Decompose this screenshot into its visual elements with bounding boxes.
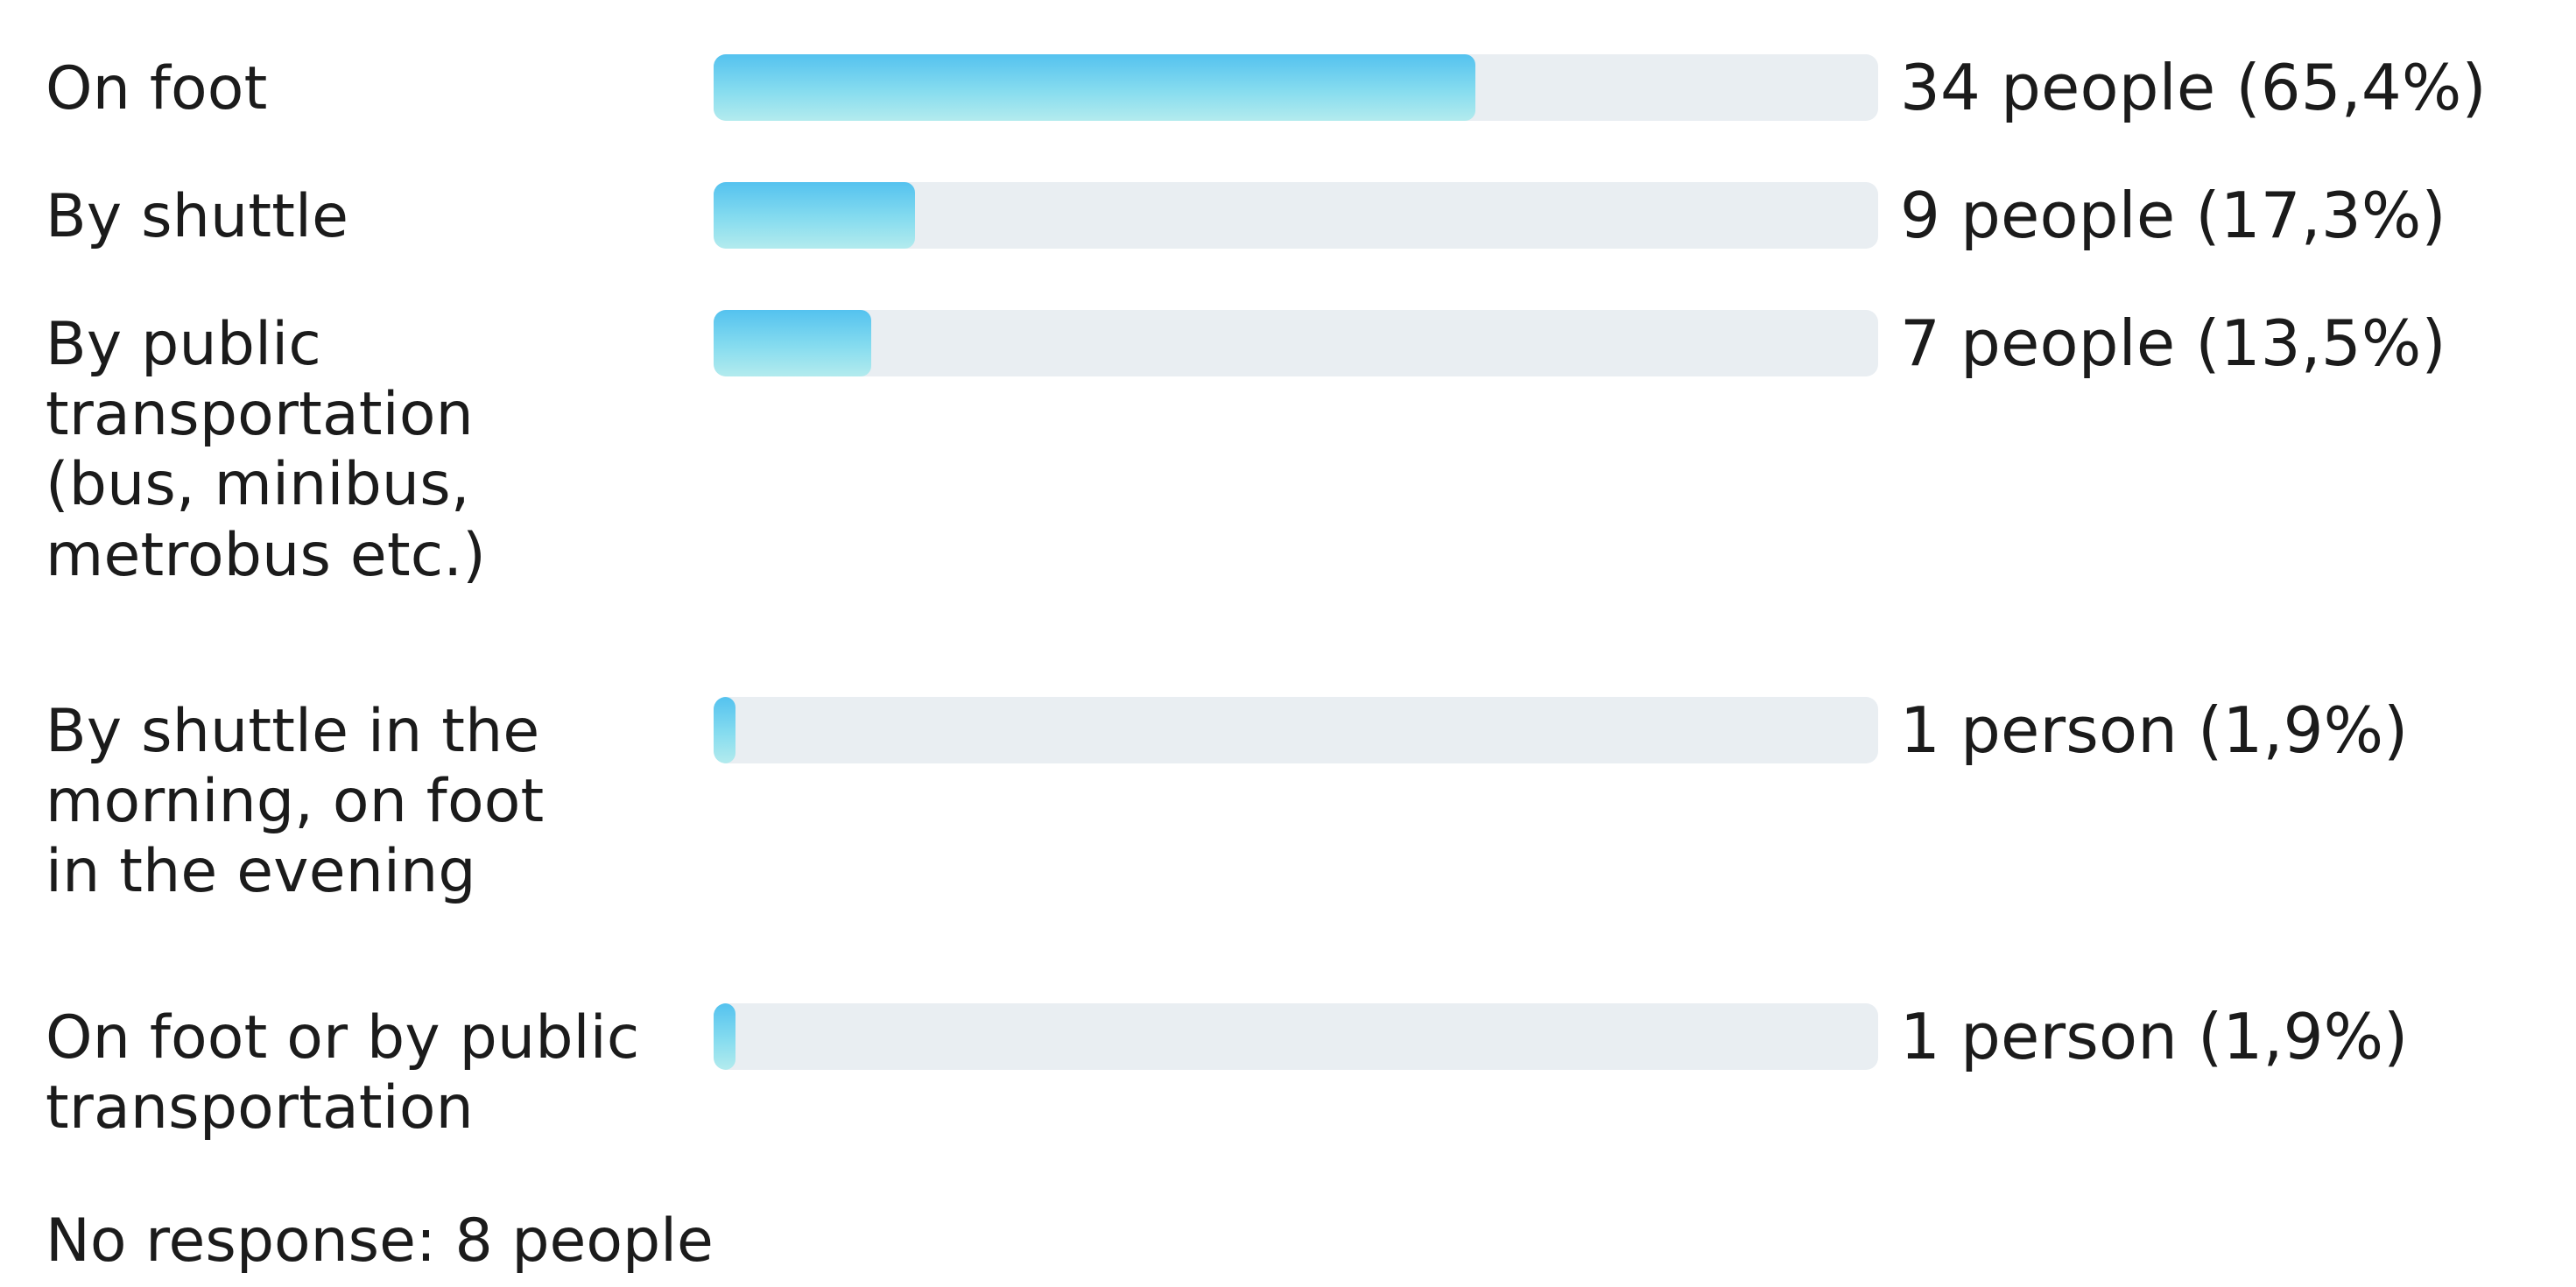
bar-fill	[714, 1003, 736, 1070]
bar-track	[714, 54, 1878, 121]
bar-track	[714, 1003, 1878, 1070]
value-label: 34 people (65,4%)	[1900, 51, 2487, 124]
bar-fill	[714, 54, 1475, 121]
value-label: 7 people (13,5%)	[1900, 306, 2446, 380]
category-label: By public transportation (bus, minibus, …	[46, 310, 486, 590]
category-label: On foot	[46, 54, 268, 123]
category-label: By shuttle in the morning, on foot in th…	[46, 697, 545, 907]
category-label: By shuttle	[46, 182, 349, 251]
value-label: 1 person (1,9%)	[1900, 693, 2409, 767]
bar-fill	[714, 182, 916, 249]
bar-fill	[714, 697, 736, 763]
category-label: On foot or by public transportation	[46, 1003, 640, 1143]
bar-track	[714, 310, 1878, 376]
value-label: 9 people (17,3%)	[1900, 179, 2446, 252]
bar-fill	[714, 310, 871, 376]
value-label: 1 person (1,9%)	[1900, 1000, 2409, 1073]
bar-track	[714, 182, 1878, 249]
bar-track	[714, 697, 1878, 763]
no-response-note: No response: 8 people	[46, 1206, 714, 1276]
